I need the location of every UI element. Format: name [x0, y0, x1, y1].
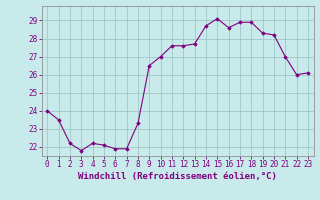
X-axis label: Windchill (Refroidissement éolien,°C): Windchill (Refroidissement éolien,°C)	[78, 172, 277, 181]
